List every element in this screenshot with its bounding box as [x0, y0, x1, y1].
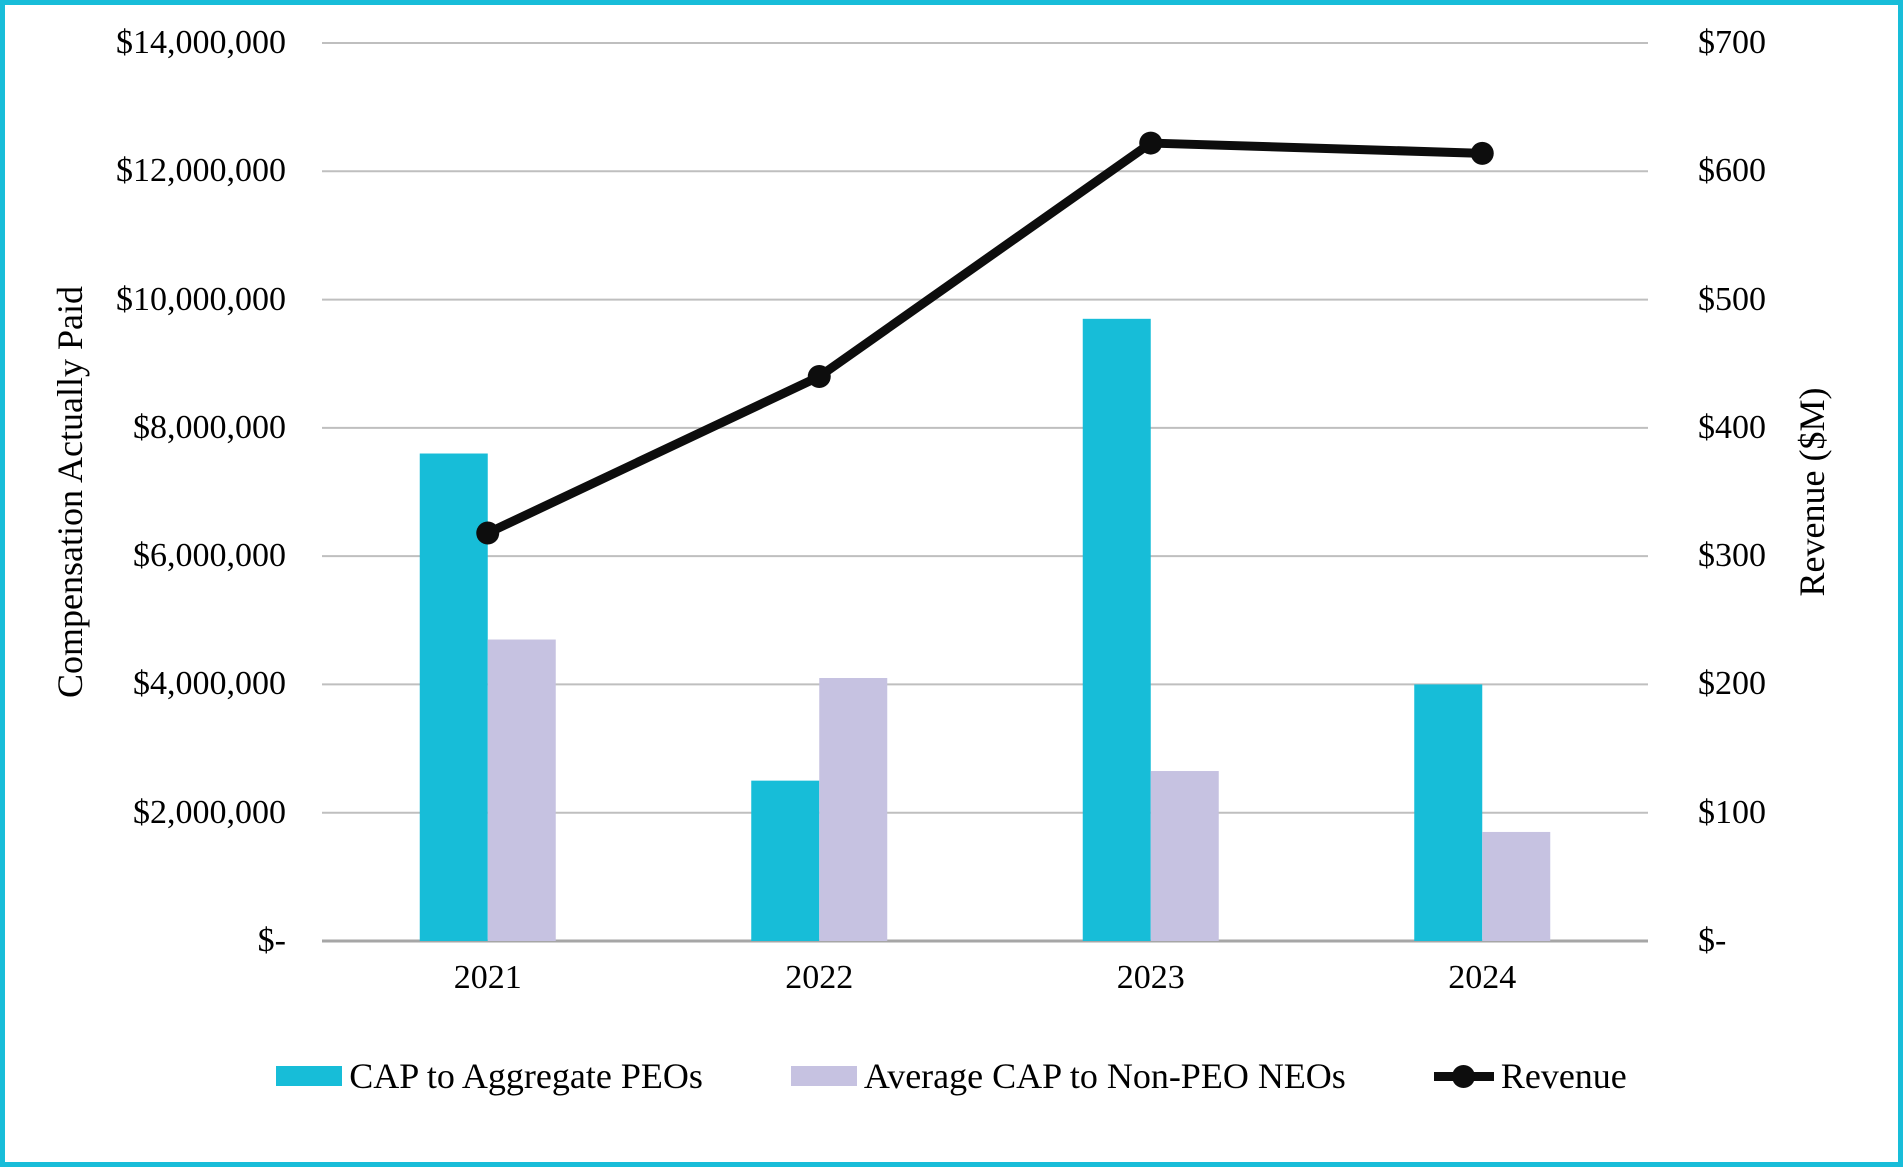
legend-item-avg-cap-neo: Average CAP to Non-PEO NEOs	[790, 1055, 1346, 1097]
left-axis-tick: $2,000,000	[133, 793, 286, 831]
left-axis-tick: $-	[257, 922, 286, 959]
left-axis-tick: $14,000,000	[116, 24, 286, 61]
revenue-marker-2024	[1470, 141, 1494, 165]
legend-swatch-cap-peo	[276, 1066, 343, 1086]
left-axis-tick: $4,000,000	[133, 665, 286, 703]
x-axis-label-2023: 2023	[1116, 959, 1185, 996]
left-axis-tick: $10,000,000	[116, 280, 286, 318]
right-axis-tick: $400	[1698, 408, 1766, 446]
revenue-marker-2023	[1139, 131, 1163, 155]
bar-avg-cap-neo-2022	[819, 678, 888, 941]
right-axis-tick: $-	[1698, 922, 1727, 959]
bar-cap-peo-2024	[1414, 684, 1483, 941]
legend-line-swatch-revenue	[1433, 1064, 1494, 1088]
right-axis-tick: $500	[1698, 280, 1766, 318]
right-axis-tick: $600	[1698, 152, 1766, 190]
left-axis-title: Compensation Actually Paid	[50, 286, 90, 698]
legend-dot-icon	[1452, 1064, 1476, 1088]
x-axis-label-2024: 2024	[1448, 959, 1517, 996]
revenue-marker-2022	[807, 365, 831, 389]
bar-cap-peo-2021	[419, 453, 488, 941]
bar-cap-peo-2022	[751, 780, 820, 941]
revenue-marker-2021	[476, 521, 500, 545]
x-axis-label-2022: 2022	[785, 959, 854, 996]
legend-swatch-avg-cap-neo	[790, 1066, 857, 1086]
bar-cap-peo-2023	[1082, 318, 1151, 941]
right-axis-tick: $200	[1698, 665, 1766, 703]
right-axis-tick: $100	[1698, 793, 1766, 831]
legend-item-revenue: Revenue	[1433, 1055, 1627, 1097]
bar-avg-cap-neo-2024	[1482, 831, 1551, 941]
legend-item-cap-peo: CAP to Aggregate PEOs	[276, 1055, 703, 1097]
bar-avg-cap-neo-2021	[487, 639, 556, 941]
right-axis-tick: $700	[1698, 24, 1766, 61]
bar-avg-cap-neo-2023	[1150, 771, 1219, 941]
left-axis-tick: $8,000,000	[133, 408, 286, 446]
revenue-line	[483, 138, 1487, 538]
left-axis-tick: $12,000,000	[116, 152, 286, 190]
legend-label-avg-cap-neo: Average CAP to Non-PEO NEOs	[863, 1056, 1346, 1096]
x-axis-label-2021: 2021	[453, 959, 522, 996]
legend: CAP to Aggregate PEOs Average CAP to Non…	[0, 1048, 1903, 1104]
left-axis-tick: $6,000,000	[133, 537, 286, 575]
legend-label-revenue: Revenue	[1500, 1056, 1627, 1096]
legend-label-cap-peo: CAP to Aggregate PEOs	[349, 1056, 703, 1096]
right-axis-tick: $300	[1698, 537, 1766, 575]
